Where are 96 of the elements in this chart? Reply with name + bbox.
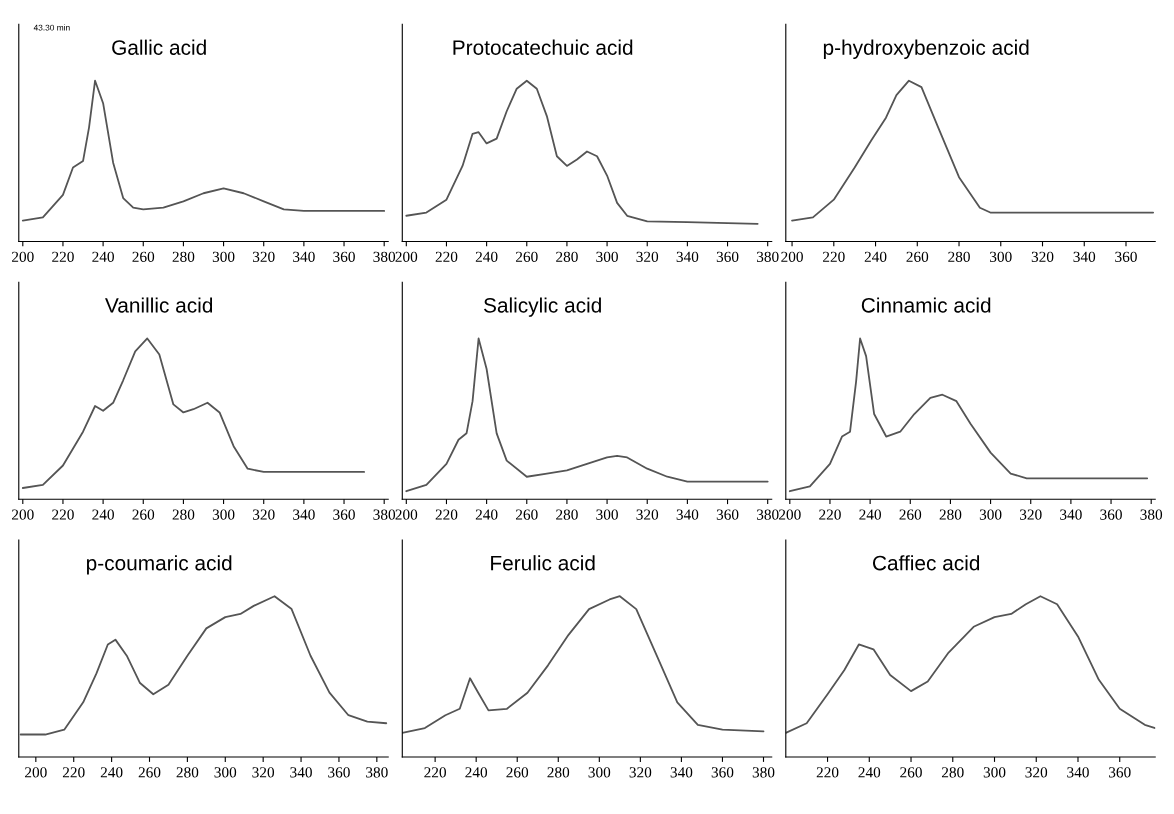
x-tick-label: 240	[858, 767, 881, 778]
x-tick-label: 260	[132, 251, 155, 262]
x-tick-label: 280	[556, 509, 578, 520]
chart-title: Ferulic acid	[491, 555, 595, 571]
chart-title: p-coumaric acid	[86, 555, 232, 575]
x-tick-label: 280	[948, 251, 970, 262]
x-tick-label: 220	[52, 251, 74, 262]
x-tick-label: 200	[25, 767, 47, 778]
x-tick-label: 360	[1109, 767, 1131, 778]
x-tick-label: 360	[716, 509, 739, 520]
x-tick-label: 220	[823, 251, 845, 262]
x-tick-label: 260	[900, 767, 922, 778]
x-tick-label: 360	[1115, 251, 1137, 262]
x-tick-label: 340	[1073, 251, 1096, 262]
x-tick-label: 360	[716, 251, 739, 262]
x-tick-label: 220	[424, 767, 446, 778]
chart-title: Vanillic acid	[105, 297, 213, 313]
chart-title: p-hydroxybenzoic acid	[823, 39, 1029, 60]
x-tick-label: 340	[1060, 509, 1082, 520]
x-tick-label: 340	[293, 251, 315, 262]
x-tick-label: 260	[515, 251, 538, 262]
x-tick-label: 260	[515, 509, 538, 520]
x-tick-label: 200	[12, 251, 34, 262]
text: 43.30 min	[33, 24, 70, 31]
x-tick-label: 360	[333, 251, 355, 262]
x-tick-label: 280	[939, 509, 962, 520]
x-tick-label: 280	[556, 251, 578, 262]
x-tick-label: 200	[779, 509, 801, 520]
x-tick-label: 360	[711, 767, 734, 778]
x-tick-label: 280	[172, 509, 195, 520]
x-tick-label: 300	[979, 509, 1002, 520]
x-tick-label: 200	[12, 509, 34, 520]
x-tick-label: 340	[290, 767, 312, 778]
x-tick-label: 380	[373, 251, 396, 262]
x-tick-label: 260	[132, 509, 155, 520]
x-tick-label: 220	[435, 509, 458, 520]
x-tick-label: 240	[100, 767, 123, 778]
x-tick-label: 220	[62, 767, 85, 778]
x-tick-label: 260	[906, 251, 929, 262]
x-tick-label: 320	[636, 251, 659, 262]
x-tick-label: 220	[435, 251, 458, 262]
x-tick-label: 300	[588, 767, 611, 778]
x-tick-label: 300	[596, 251, 618, 262]
x-tick-label: 340	[676, 509, 699, 520]
chart-title: Protocatechuic acid	[453, 39, 633, 55]
x-tick-label: 220	[819, 509, 841, 520]
x-tick-label: 200	[395, 509, 418, 520]
x-tick-label: 340	[293, 509, 315, 520]
x-tick-label: 380	[366, 767, 388, 778]
x-tick-label: 200	[395, 251, 418, 262]
chart-title: Gallic acid	[112, 39, 206, 55]
x-tick-label: 380	[756, 509, 779, 520]
chart-title: Caffiec acid	[873, 555, 980, 571]
x-tick-label: 240	[92, 251, 114, 262]
x-tick-label: 280	[172, 251, 195, 262]
x-tick-label: 380	[752, 767, 775, 778]
x-tick-label: 320	[1020, 509, 1042, 520]
x-tick-label: 300	[212, 251, 235, 262]
x-tick-label: 300	[990, 251, 1012, 262]
x-tick-label: 380	[1140, 509, 1163, 520]
x-tick-label: 220	[52, 509, 74, 520]
x-tick-label: 340	[676, 251, 699, 262]
x-tick-label: 240	[475, 251, 498, 262]
x-tick-label: 340	[1067, 767, 1089, 778]
x-tick-label: 240	[475, 509, 498, 520]
x-tick-label: 240	[92, 509, 114, 520]
chart-title: Salicylic acid	[483, 297, 601, 317]
x-tick-label: 340	[670, 767, 693, 778]
x-tick-label: 300	[983, 767, 1006, 778]
x-tick-label: 320	[636, 509, 659, 520]
x-tick-label: 360	[1100, 509, 1122, 520]
x-tick-label: 240	[859, 509, 881, 520]
chart-title: Cinnamic acid	[861, 297, 991, 313]
x-tick-label: 300	[596, 509, 618, 520]
x-tick-label: 320	[253, 509, 275, 520]
x-tick-label: 380	[756, 251, 779, 262]
x-tick-label: 320	[629, 767, 652, 778]
x-tick-label: 260	[899, 509, 922, 520]
x-tick-label: 300	[214, 767, 237, 778]
x-tick-label: 380	[373, 509, 396, 520]
x-tick-label: 280	[176, 767, 199, 778]
x-tick-label: 320	[253, 251, 275, 262]
x-tick-label: 240	[864, 251, 887, 262]
x-tick-label: 280	[547, 767, 570, 778]
x-tick-label: 240	[465, 767, 488, 778]
x-tick-label: 220	[816, 767, 839, 778]
x-tick-label: 360	[333, 509, 355, 520]
x-tick-label: 260	[138, 767, 161, 778]
x-tick-label: 280	[941, 767, 964, 778]
x-tick-label: 360	[328, 767, 350, 778]
x-tick-label: 200	[781, 251, 803, 262]
x-tick-label: 320	[1025, 767, 1048, 778]
x-tick-label: 320	[252, 767, 275, 778]
x-tick-label: 300	[212, 509, 235, 520]
x-tick-label: 320	[1031, 251, 1054, 262]
x-tick-label: 260	[506, 767, 529, 778]
